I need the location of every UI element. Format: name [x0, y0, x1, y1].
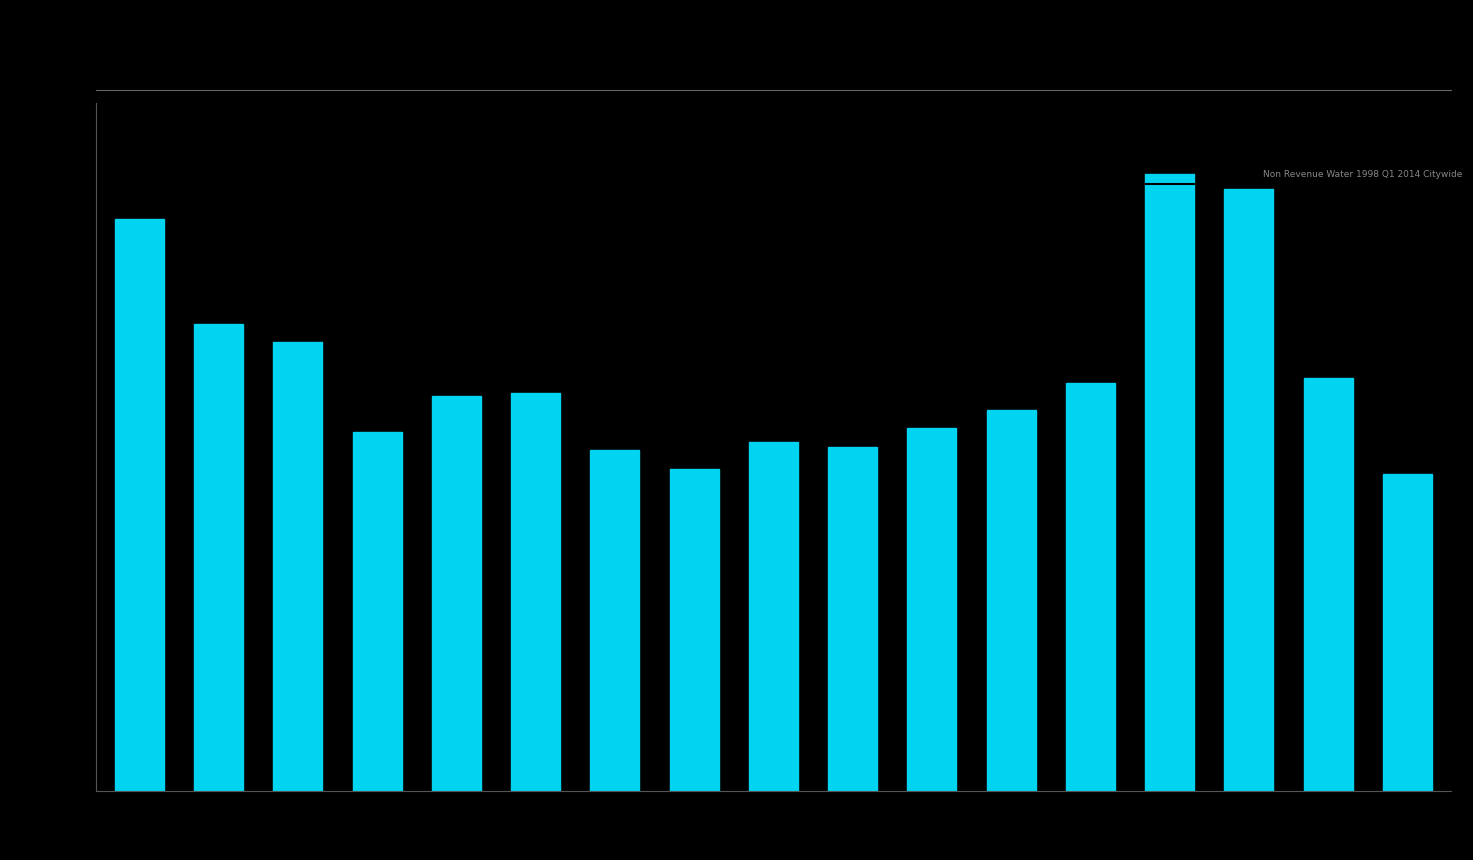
Bar: [1304, 378, 1352, 791]
Text: Non Revenue Water 1998 Q1 2014 Citywide: Non Revenue Water 1998 Q1 2014 Citywide: [1264, 170, 1463, 180]
Bar: [1145, 175, 1195, 791]
Bar: [591, 450, 639, 791]
Bar: [1066, 384, 1115, 791]
Text: 129: 129: [1386, 456, 1418, 470]
Bar: [115, 218, 164, 791]
Bar: [828, 447, 876, 791]
Text: 146: 146: [355, 414, 387, 429]
Text: 155: 155: [990, 391, 1021, 407]
Text: 245: 245: [1227, 170, 1259, 186]
Bar: [432, 396, 480, 791]
Text: 139: 139: [594, 431, 625, 446]
Bar: [670, 470, 719, 791]
Text: 168: 168: [1307, 359, 1339, 375]
Text: 183: 183: [277, 322, 308, 338]
Text: 251: 251: [1147, 156, 1180, 171]
Text: 190: 190: [197, 305, 228, 321]
Bar: [274, 341, 323, 791]
Text: 148: 148: [910, 408, 943, 424]
Text: 166: 166: [1069, 365, 1100, 379]
Bar: [352, 433, 402, 791]
Bar: [907, 427, 956, 791]
Text: 140: 140: [831, 428, 863, 444]
Bar: [1383, 474, 1432, 791]
Bar: [748, 442, 798, 791]
Bar: [987, 410, 1036, 791]
Bar: [1224, 189, 1273, 791]
Text: 161: 161: [435, 377, 467, 392]
Bar: [511, 393, 560, 791]
Text: 131: 131: [673, 451, 704, 465]
Text: 162: 162: [514, 374, 546, 390]
Text: 142: 142: [751, 424, 784, 439]
Bar: [194, 324, 243, 791]
Text: 233: 233: [118, 200, 150, 215]
